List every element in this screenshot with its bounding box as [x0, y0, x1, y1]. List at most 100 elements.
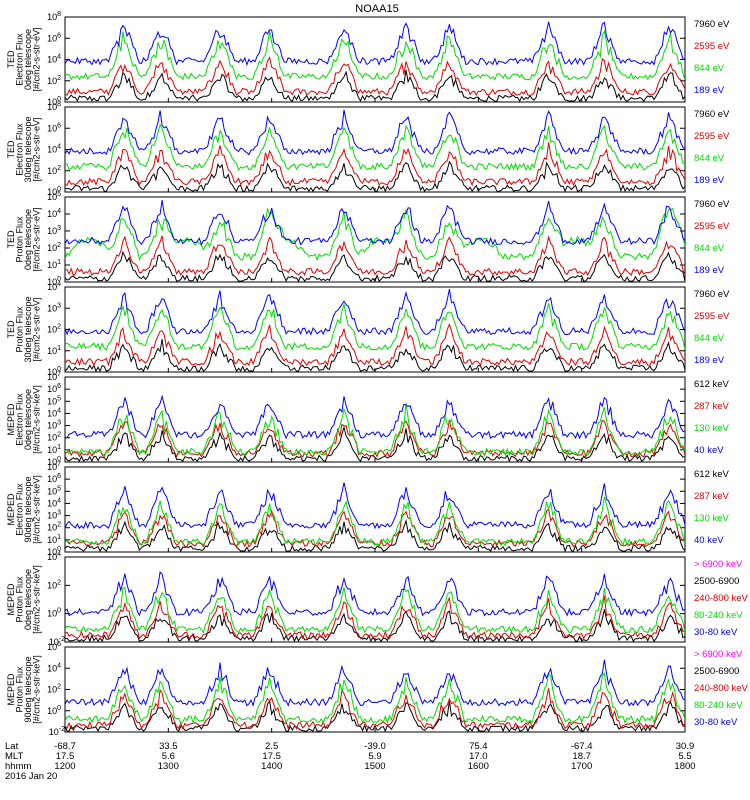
y-tick-label: 100 — [47, 705, 61, 716]
series-group — [65, 109, 685, 192]
y-tick-label: 101 — [47, 534, 61, 545]
series-green — [65, 29, 685, 81]
legend-entry: 844 eV — [694, 63, 725, 74]
y-tick-label: 104 — [47, 144, 61, 155]
series-group — [65, 394, 685, 462]
x-row-label: MLT — [5, 751, 23, 762]
y-axis-label: MEPEDProton Flux90deg telescope[#/cm2-s-… — [6, 655, 42, 724]
y-tick-label: 10-2 — [49, 636, 65, 647]
x-tick-label: 1400 — [261, 761, 282, 772]
y-tick-label: 107 — [47, 371, 61, 382]
legend-entry: 80-240 keV — [694, 610, 743, 621]
x-tick-label: 1200 — [54, 761, 75, 772]
y-tick-label: 105 — [47, 395, 61, 406]
date-label: 2016 Jan 20 — [5, 771, 57, 782]
y-tick-label: 100 — [47, 456, 61, 467]
y-tick-label: 102 — [47, 522, 61, 533]
legend-entry: 2595 eV — [694, 41, 730, 52]
series-group — [65, 200, 685, 282]
y-tick-label: 106 — [47, 32, 61, 43]
series-blue — [65, 571, 685, 617]
y-axis-label: TEDProton Flux0deg telescope[#/cm2-s-str… — [6, 207, 42, 271]
y-tick-label: 104 — [47, 54, 61, 65]
series-green — [65, 403, 685, 457]
series-group — [65, 571, 685, 642]
series-blue — [65, 394, 685, 440]
x-row-label: hhmm — [5, 761, 31, 772]
y-tick-label: 106 — [47, 641, 61, 652]
series-black — [65, 160, 685, 192]
y-tick-label: 102 — [47, 684, 61, 695]
panel-2: 100 102 104 106 108 TEDElectron Flux30deg tel… — [6, 101, 730, 197]
panels: 100 102 104 106 108 TEDElectron Flux0deg tele… — [6, 11, 749, 737]
x-tick-label: 30.9 — [676, 741, 695, 752]
x-tick-label: 5.6 — [162, 751, 175, 762]
legend-entry: 130 keV — [694, 423, 730, 434]
series-black — [65, 518, 685, 552]
y-tick-label: 103 — [47, 420, 61, 431]
y-tick-label: 104 — [47, 208, 61, 219]
y-tick-label: 100 — [47, 96, 61, 107]
series-green — [65, 207, 685, 262]
series-blue — [65, 659, 685, 708]
legend-entry: 30-80 keV — [694, 717, 738, 728]
y-tick-label: 106 — [47, 473, 61, 484]
panel-8: 10-2 100 102 104 106 MEPEDProton Flux90deg te… — [6, 641, 749, 737]
y-tick-label: 106 — [47, 383, 61, 394]
legend-entry: 189 eV — [694, 85, 725, 96]
series-red — [65, 323, 685, 367]
panel-frame — [64, 16, 686, 103]
y-tick-label: 106 — [47, 122, 61, 133]
y-tick-label: 108 — [47, 101, 61, 112]
legend-entry: 240-800 keV — [694, 593, 749, 604]
series-black — [65, 69, 685, 102]
legend-entry: 189 eV — [694, 355, 725, 366]
x-tick-label: -39.0 — [364, 741, 386, 752]
y-tick-label: 102 — [47, 75, 61, 86]
x-tick-label: -68.7 — [54, 741, 76, 752]
legend-entry: 287 keV — [694, 401, 730, 412]
series-black — [65, 699, 685, 732]
series-group — [65, 21, 685, 102]
series-black — [65, 425, 685, 462]
x-tick-label: 1300 — [158, 761, 179, 772]
legend-entry: 40 keV — [694, 445, 724, 456]
x-tick-label: 5.9 — [368, 751, 381, 762]
legend-entry: 2595 eV — [694, 221, 730, 232]
y-tick-label: 100 — [47, 546, 61, 557]
x-tick-label: 18.7 — [572, 751, 591, 762]
series-blue — [65, 21, 685, 67]
y-axis-label: TEDProton Flux30deg telescope[#/cm2-s-st… — [6, 296, 42, 362]
x-tick-label: 17.5 — [56, 751, 75, 762]
legend-entry: 189 eV — [694, 265, 725, 276]
series-green — [65, 496, 685, 547]
legend-entry: 7960 eV — [694, 109, 730, 120]
series-red — [65, 235, 685, 277]
x-tick-label: 1500 — [364, 761, 385, 772]
panel-3: 100 101 102 103 104 105 TEDProton Flux0deg tel… — [6, 191, 730, 287]
series-black — [65, 339, 685, 372]
legend-entry: 844 eV — [694, 243, 725, 254]
legend-entry: 7960 eV — [694, 199, 730, 210]
series-group — [65, 659, 685, 732]
y-tick-label: 108 — [47, 11, 61, 22]
legend-entry: 30-80 keV — [694, 627, 738, 638]
legend-entry: 7960 eV — [694, 19, 730, 30]
series-blue — [65, 482, 685, 530]
series-red — [65, 142, 685, 187]
series-red — [65, 56, 685, 97]
x-tick-label: -67.4 — [571, 741, 593, 752]
legend-entry: 7960 eV — [694, 289, 730, 300]
y-tick-label: 101 — [47, 444, 61, 455]
y-tick-label: 105 — [47, 191, 61, 202]
legend-entry: 240-800 keV — [694, 683, 749, 694]
x-row-label: Lat — [5, 741, 19, 752]
y-tick-label: 100 — [47, 186, 61, 197]
x-tick-label: 17.5 — [262, 751, 281, 762]
series-green — [65, 123, 685, 172]
y-tick-label: 103 — [47, 510, 61, 521]
panel-frame — [64, 286, 686, 373]
